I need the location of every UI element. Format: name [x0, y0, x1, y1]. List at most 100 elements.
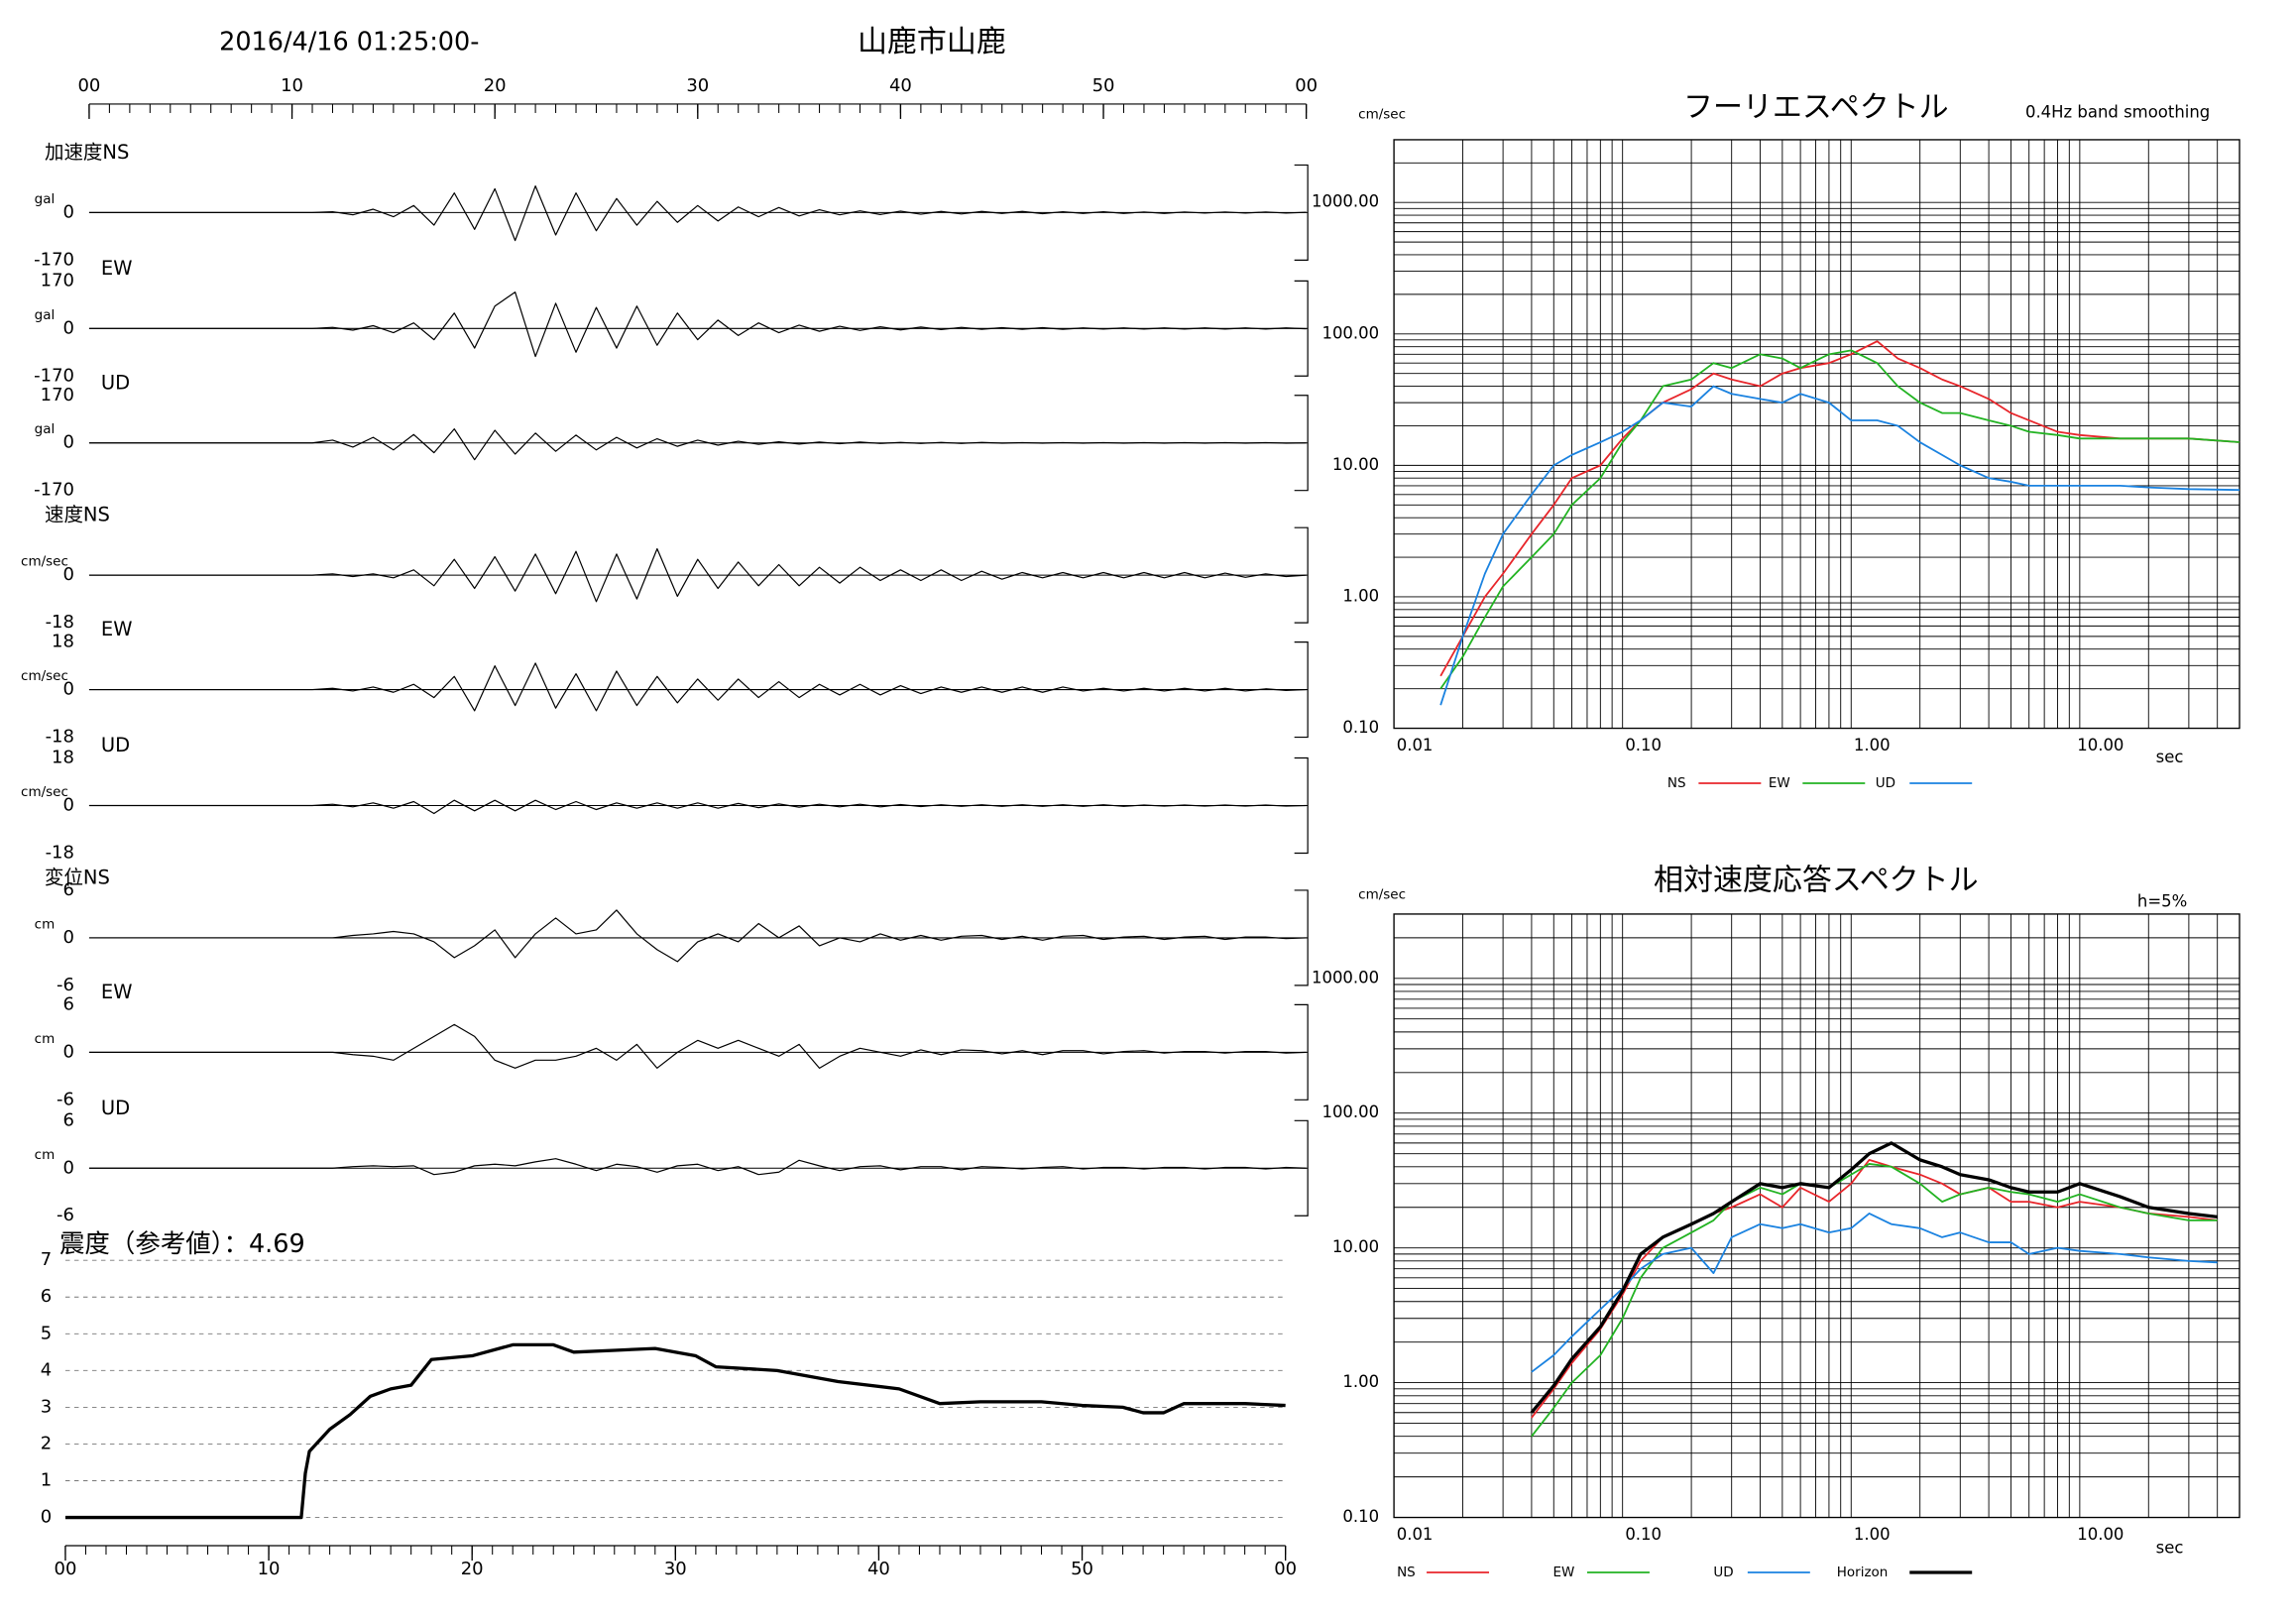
- panel-bracket: [1294, 889, 1309, 986]
- spectrum-title: フーリエスペクトル: [1683, 90, 1949, 125]
- x-tick-label: 10.00: [2077, 736, 2124, 754]
- y-tick-label: 0: [41, 1507, 52, 1528]
- x-tick-label: 00: [78, 75, 101, 96]
- y-tick-label: 1: [41, 1469, 52, 1490]
- legend-label: NS: [1397, 1565, 1416, 1580]
- trace-label: EW: [101, 981, 133, 1003]
- x-axis-label: sec: [2156, 1539, 2184, 1558]
- legend-label: UD: [1876, 775, 1895, 791]
- data-line: [88, 184, 1307, 242]
- plot-frame: [1393, 913, 2240, 1519]
- y-tick-label: 0: [63, 564, 74, 585]
- trace-unit: cm: [35, 1031, 56, 1047]
- data-line: [1439, 385, 2240, 706]
- trace-unit: cm: [35, 916, 56, 932]
- y-tick-label: 0: [63, 1041, 74, 1062]
- y-tick-label: 3: [41, 1396, 52, 1417]
- legend-label: UD: [1713, 1565, 1733, 1580]
- trace-unit: cm/sec: [21, 668, 68, 684]
- data-line: [88, 291, 1307, 358]
- y-tick-label: 1000.00: [1312, 192, 1379, 211]
- y-axis-label: cm/sec: [1358, 106, 1406, 122]
- y-tick-label: -6: [57, 1089, 74, 1109]
- trace-unit: gal: [35, 421, 56, 437]
- legend-label: EW: [1769, 775, 1790, 791]
- trace-unit: cm: [35, 1147, 56, 1163]
- panel-bracket: [1294, 641, 1309, 739]
- x-tick-label: 0.10: [1625, 1525, 1662, 1544]
- y-tick-label: 18: [52, 632, 74, 652]
- y-tick-label: 0: [63, 317, 74, 338]
- y-tick-label: 4: [41, 1359, 52, 1380]
- data-line: [1530, 1141, 2218, 1414]
- x-tick-label: 1.00: [1854, 736, 1891, 754]
- trace-label: EW: [101, 257, 133, 280]
- x-tick-label: 10.00: [2077, 1525, 2124, 1544]
- x-tick-label: 00: [55, 1559, 77, 1579]
- x-tick-label: 10: [281, 75, 303, 96]
- x-tick-label: 50: [1092, 75, 1115, 96]
- x-tick-label: 50: [1071, 1559, 1093, 1579]
- y-tick-label: -18: [46, 842, 74, 863]
- x-tick-label: 20: [484, 75, 507, 96]
- spectrum-annotation: 0.4Hz band smoothing: [2025, 102, 2210, 121]
- x-tick-label: 00: [1295, 75, 1318, 96]
- record-datetime: 2016/4/16 01:25:00-: [219, 28, 479, 58]
- trace-unit: cm/sec: [21, 784, 68, 800]
- x-tick-label: 0.01: [1397, 736, 1434, 754]
- y-tick-label: 6: [41, 1286, 52, 1307]
- trace-label: UD: [101, 734, 130, 756]
- x-tick-label: 40: [867, 1559, 890, 1579]
- x-tick-label: 40: [889, 75, 912, 96]
- y-tick-label: 0: [63, 1157, 74, 1178]
- data-line: [88, 799, 1307, 815]
- y-tick-label: 6: [63, 879, 74, 900]
- data-line: [88, 1023, 1307, 1069]
- trace-label: 速度NS: [45, 504, 110, 526]
- y-tick-label: 10.00: [1332, 455, 1379, 474]
- x-tick-label: 10: [258, 1559, 281, 1579]
- y-tick-label: -6: [57, 1205, 74, 1225]
- y-tick-label: -170: [34, 480, 74, 501]
- trace-label: UD: [101, 1097, 130, 1119]
- panel-bracket: [1294, 280, 1309, 377]
- trace-label: 加速度NS: [45, 141, 129, 164]
- y-tick-label: 0: [63, 201, 74, 222]
- trace-unit: gal: [35, 191, 56, 207]
- legend-label: NS: [1667, 775, 1686, 791]
- y-tick-label: -170: [34, 365, 74, 386]
- data-line: [1531, 1158, 2218, 1419]
- y-tick-label: 10.00: [1332, 1237, 1379, 1256]
- y-tick-label: 100.00: [1321, 323, 1379, 342]
- plot-frame: [1393, 139, 2240, 730]
- y-tick-label: 7: [41, 1249, 52, 1270]
- y-tick-label: -18: [46, 727, 74, 748]
- y-tick-label: 0.10: [1342, 1507, 1379, 1526]
- legend-label: Horizon: [1837, 1565, 1889, 1580]
- legend-label: EW: [1552, 1565, 1574, 1580]
- data-line: [1439, 349, 2240, 690]
- y-tick-label: -170: [34, 249, 74, 270]
- panel-bracket: [1294, 526, 1309, 624]
- data-line: [88, 662, 1307, 712]
- x-tick-label: 30: [686, 75, 709, 96]
- x-tick-label: 20: [461, 1559, 484, 1579]
- y-tick-label: 170: [41, 270, 74, 290]
- y-tick-label: 0: [63, 432, 74, 453]
- x-tick-label: 00: [1274, 1559, 1297, 1579]
- y-tick-label: 0: [63, 679, 74, 700]
- y-tick-label: -18: [46, 612, 74, 633]
- panel-bracket: [1294, 1003, 1309, 1101]
- data-line: [88, 428, 1307, 461]
- trace-label: UD: [101, 371, 130, 394]
- data-line: [88, 1158, 1307, 1176]
- y-tick-label: 0: [63, 927, 74, 948]
- y-tick-label: 6: [63, 993, 74, 1014]
- x-tick-label: 30: [664, 1559, 687, 1579]
- intensity-title: 震度（参考値）：4.69: [59, 1229, 305, 1259]
- y-tick-label: 1.00: [1342, 586, 1379, 605]
- data-line: [64, 1342, 1286, 1520]
- trace-unit: gal: [35, 307, 56, 323]
- data-line: [1531, 1163, 2218, 1438]
